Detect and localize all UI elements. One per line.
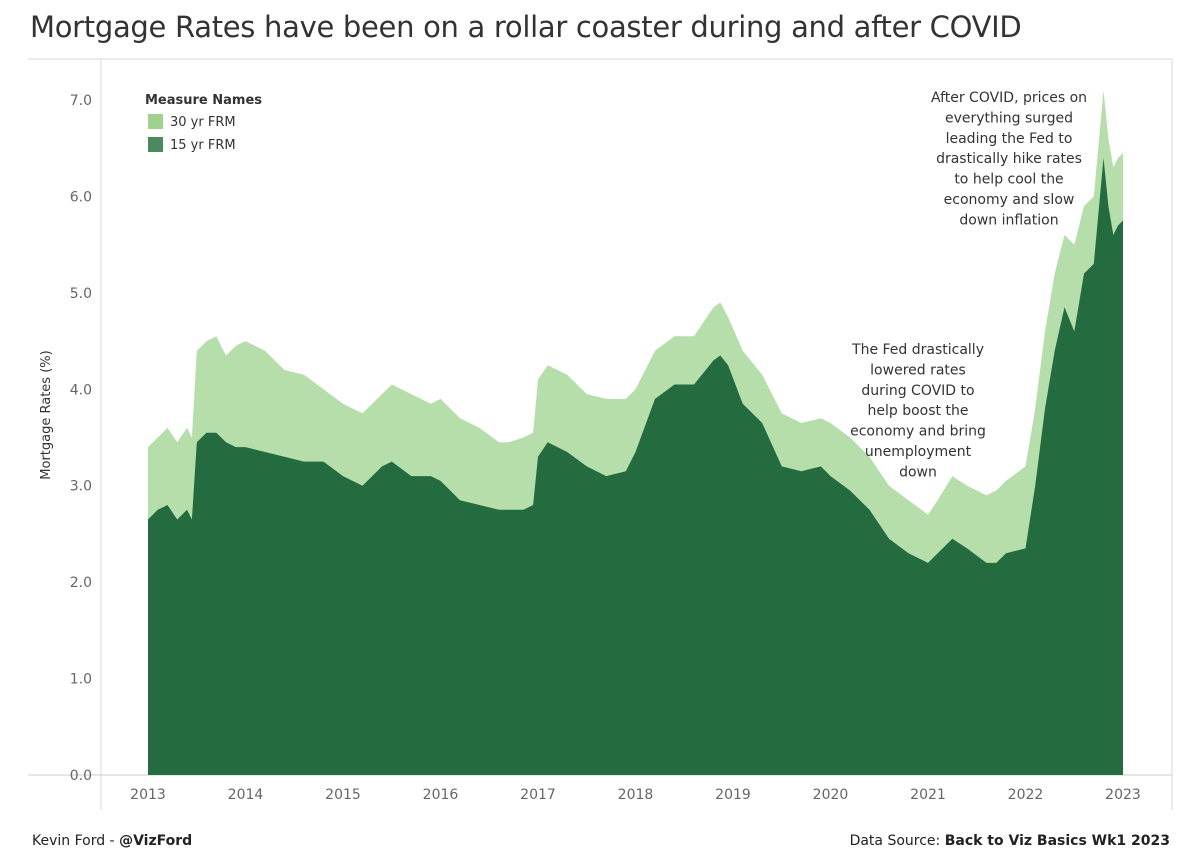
x-tick-label: 2014 <box>228 787 264 803</box>
legend-swatch <box>148 137 163 152</box>
y-tick-label: 7.0 <box>70 93 92 109</box>
x-tick-label: 2023 <box>1105 787 1141 803</box>
series-areas <box>148 90 1123 775</box>
y-tick-label: 4.0 <box>70 382 92 398</box>
y-tick-label: 5.0 <box>70 286 92 302</box>
y-axis-title: Mortgage Rates (%) <box>39 350 54 479</box>
x-tick-label: 2020 <box>813 787 849 803</box>
y-tick-label: 1.0 <box>70 672 92 688</box>
source-name: Back to Viz Basics Wk1 2023 <box>944 833 1170 849</box>
series-area-15yr <box>148 157 1123 775</box>
legend-swatch <box>148 114 163 129</box>
author-handle: @VizFord <box>119 833 193 849</box>
legend-title: Measure Names <box>145 93 262 108</box>
legend: Measure Names 30 yr FRM 15 yr FRM <box>145 93 262 153</box>
chart-title: Mortgage Rates have been on a rollar coa… <box>30 10 1022 44</box>
author-prefix: Kevin Ford - <box>32 833 120 849</box>
y-tick-label: 3.0 <box>70 479 92 495</box>
footer-author: Kevin Ford - @VizFord <box>32 833 192 849</box>
x-tick-label: 2018 <box>618 787 654 803</box>
y-axis: 0.0 1.0 2.0 3.0 4.0 5.0 6.0 7.0 <box>70 93 92 784</box>
y-tick-label: 0.0 <box>70 768 92 784</box>
legend-label: 15 yr FRM <box>170 138 236 153</box>
legend-label: 30 yr FRM <box>170 115 236 130</box>
annotation-after-covid: After COVID, prices on everything surged l… <box>931 90 1087 228</box>
x-axis: 2013 2014 2015 2016 2017 2018 2019 2020 2021 2022… <box>130 787 1141 803</box>
y-tick-label: 2.0 <box>70 575 92 591</box>
footer-source: Data Source: Back to Viz Basics Wk1 2023 <box>850 833 1170 849</box>
y-tick-label: 6.0 <box>70 189 92 205</box>
annotation-covid: The Fed drastically lowered rates during C… <box>850 342 986 480</box>
x-tick-label: 2016 <box>423 787 459 803</box>
x-tick-label: 2022 <box>1008 787 1044 803</box>
x-tick-label: 2021 <box>910 787 946 803</box>
x-tick-label: 2013 <box>130 787 166 803</box>
source-prefix: Data Source: <box>849 833 945 849</box>
x-tick-label: 2019 <box>715 787 751 803</box>
annotations: The Fed drastically lowered rates during C… <box>850 90 1087 480</box>
x-tick-label: 2015 <box>325 787 361 803</box>
x-tick-label: 2017 <box>520 787 556 803</box>
